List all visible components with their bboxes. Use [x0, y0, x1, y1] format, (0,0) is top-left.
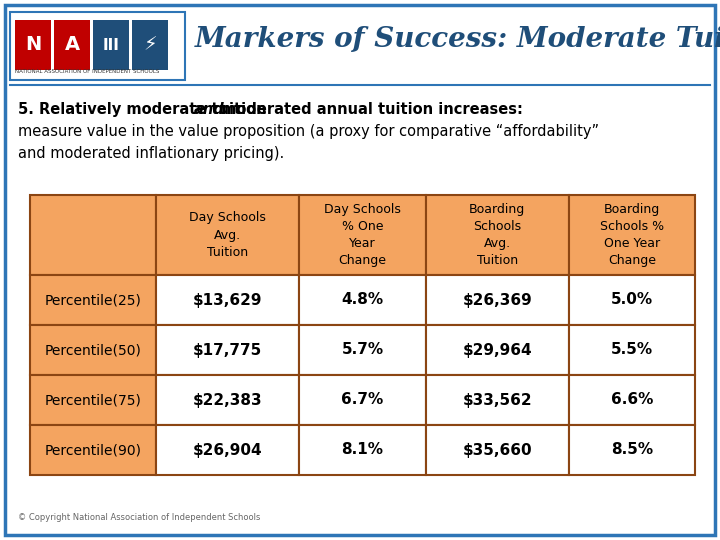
Bar — [300, 325, 426, 375]
Text: 5.0%: 5.0% — [611, 293, 653, 307]
Text: 6.7%: 6.7% — [341, 393, 384, 408]
Bar — [156, 195, 300, 275]
Bar — [426, 195, 569, 275]
Text: Markers of Success: Moderate Tuitions: Markers of Success: Moderate Tuitions — [195, 26, 720, 53]
Text: Percentile(90): Percentile(90) — [45, 443, 142, 457]
Text: and: and — [194, 102, 225, 117]
Text: $26,369: $26,369 — [462, 293, 532, 307]
Bar — [156, 375, 300, 425]
Text: measure value in the value proposition (a proxy for comparative “affordability”: measure value in the value proposition (… — [18, 124, 599, 139]
Text: $17,775: $17,775 — [193, 342, 262, 357]
Text: 5.5%: 5.5% — [611, 342, 653, 357]
Text: © Copyright National Association of Independent Schools: © Copyright National Association of Inde… — [18, 513, 261, 522]
Bar — [132, 20, 168, 70]
Text: 4.8%: 4.8% — [341, 293, 384, 307]
Bar — [426, 325, 569, 375]
Bar — [426, 275, 569, 325]
Text: moderated annual tuition increases:: moderated annual tuition increases: — [216, 102, 523, 117]
Bar — [300, 425, 426, 475]
Bar — [300, 375, 426, 425]
Text: 5.7%: 5.7% — [341, 342, 384, 357]
Text: Day Schools
Avg.
Tuition: Day Schools Avg. Tuition — [189, 212, 266, 259]
Text: $22,383: $22,383 — [193, 393, 263, 408]
Bar — [156, 275, 300, 325]
Bar — [300, 195, 426, 275]
Text: Boarding
Schools
Avg.
Tuition: Boarding Schools Avg. Tuition — [469, 203, 526, 267]
Bar — [30, 375, 156, 425]
Text: A: A — [64, 36, 80, 55]
Bar — [156, 425, 300, 475]
Bar — [30, 195, 156, 275]
Text: NATIONAL ASSOCIATION OF INDEPENDENT SCHOOLS: NATIONAL ASSOCIATION OF INDEPENDENT SCHO… — [15, 69, 159, 74]
Text: 8.1%: 8.1% — [341, 442, 384, 457]
Bar — [300, 275, 426, 325]
Text: Boarding
Schools %
One Year
Change: Boarding Schools % One Year Change — [600, 203, 664, 267]
Bar — [569, 375, 695, 425]
Bar — [569, 195, 695, 275]
Bar — [426, 425, 569, 475]
Bar — [426, 375, 569, 425]
Text: $26,904: $26,904 — [193, 442, 263, 457]
Bar — [569, 325, 695, 375]
Text: $29,964: $29,964 — [462, 342, 532, 357]
Text: Percentile(25): Percentile(25) — [45, 293, 141, 307]
Bar — [30, 275, 156, 325]
Text: 6.6%: 6.6% — [611, 393, 653, 408]
Bar — [15, 20, 51, 70]
Text: $35,660: $35,660 — [462, 442, 532, 457]
Bar — [10, 12, 185, 80]
Text: and moderated inflationary pricing).: and moderated inflationary pricing). — [18, 146, 284, 161]
Bar — [569, 275, 695, 325]
Text: Percentile(75): Percentile(75) — [45, 393, 141, 407]
Bar — [93, 20, 129, 70]
Text: Percentile(50): Percentile(50) — [45, 343, 141, 357]
Text: 8.5%: 8.5% — [611, 442, 653, 457]
Bar — [10, 12, 185, 80]
Bar — [569, 425, 695, 475]
Text: $13,629: $13,629 — [193, 293, 263, 307]
Text: 5. Relatively moderate tuition: 5. Relatively moderate tuition — [18, 102, 271, 117]
Text: $33,562: $33,562 — [462, 393, 532, 408]
Bar — [30, 325, 156, 375]
Text: III: III — [102, 37, 120, 52]
Text: Day Schools
% One
Year
Change: Day Schools % One Year Change — [324, 203, 401, 267]
Text: N: N — [25, 36, 41, 55]
Bar — [54, 20, 90, 70]
Bar — [156, 325, 300, 375]
Text: ⚡: ⚡ — [143, 36, 157, 55]
Bar — [30, 425, 156, 475]
